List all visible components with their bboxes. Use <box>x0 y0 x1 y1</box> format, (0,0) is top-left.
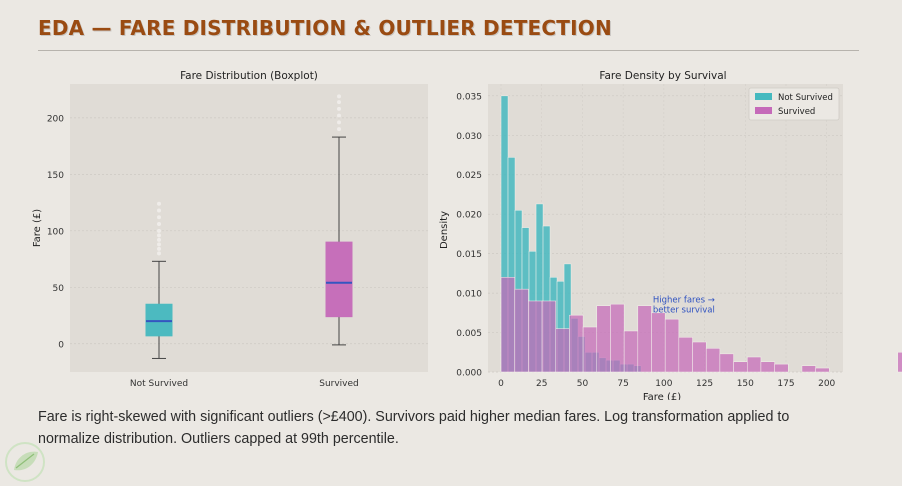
annotation-line-2: better survival <box>653 306 715 316</box>
histogram-bar-survived <box>719 353 734 373</box>
boxplot-outlier-point <box>157 242 161 247</box>
histogram-x-tick-label: 25 <box>536 379 547 389</box>
histogram-bar-survived <box>623 330 639 373</box>
histogram-x-tick-label: 50 <box>577 379 589 389</box>
title-divider <box>38 50 859 51</box>
histogram-bar-survived <box>582 326 598 373</box>
histogram-bar-survived <box>596 305 611 373</box>
histogram-y-axis-label: Density <box>439 211 450 249</box>
boxplot-outlier-point <box>337 100 341 105</box>
histogram-bar-survived <box>760 361 775 373</box>
histogram-x-tick-label: 0 <box>498 379 504 389</box>
boxplot-y-tick-label: 0 <box>58 340 64 350</box>
histogram-title: Fare Density by Survival <box>599 70 726 82</box>
boxplot-outlier-point <box>157 201 161 206</box>
boxplot-y-tick-label: 50 <box>53 284 65 294</box>
boxplot-y-tick-label: 200 <box>47 114 64 124</box>
boxplot-chart: 0 50 100 150 200 Not Survived Survived Fare D… <box>32 70 428 389</box>
legend-label-not-survived: Not Survived <box>778 93 833 103</box>
boxplot-outlier-point <box>337 127 341 132</box>
histogram-x-tick-label: 175 <box>777 379 794 389</box>
legend-swatch-not-survived <box>755 93 772 100</box>
boxplot-y-tick-label: 150 <box>47 171 64 181</box>
boxplot-x-tick-label: Not Survived <box>130 379 188 389</box>
histogram-bar-survived <box>801 365 816 373</box>
histogram-bar-survived <box>692 341 707 373</box>
charts-area: 0 50 100 150 200 Not Survived Survived Fare D… <box>32 70 902 400</box>
slide-caption: Fare is right-skewed with significant ou… <box>38 409 790 447</box>
boxplot-outlier-point <box>337 120 341 125</box>
histogram-x-tick-label: 125 <box>696 379 713 389</box>
histogram-bar-survived <box>569 314 584 373</box>
boxplot-outlier-point <box>337 94 341 99</box>
histogram-bar-survived <box>541 300 556 373</box>
boxplot-plot-area <box>70 84 428 372</box>
histogram-y-tick-label: 0.030 <box>456 132 482 142</box>
annotation-line-1: Higher fares → <box>653 296 715 306</box>
histogram-y-tick-label: 0.010 <box>456 290 482 300</box>
histogram-chart: 0.000 0.005 0.010 0.015 0.020 0.025 0.030 0.035… <box>439 70 902 400</box>
boxplot-box <box>325 241 353 318</box>
histogram-y-tick-label: 0.015 <box>456 250 482 260</box>
histogram-bar-survived <box>500 277 515 373</box>
histogram-bar-survived <box>746 356 762 373</box>
histogram-bar-survived <box>528 300 543 373</box>
histogram-y-tick-label: 0.005 <box>456 329 482 339</box>
boxplot-outlier-point <box>157 233 161 238</box>
histogram-bar-survived <box>705 348 721 373</box>
boxplot-x-tick-label: Survived <box>319 379 359 389</box>
histogram-bar-survived <box>651 312 666 373</box>
legend-swatch-survived <box>755 107 772 114</box>
boxplot-outlier-point <box>157 251 161 256</box>
histogram-y-tick-label: 0.035 <box>456 92 482 102</box>
histogram-y-tick-label: 0.020 <box>456 211 482 221</box>
boxplot-outlier-point <box>157 246 161 251</box>
histogram-y-tick-label: 0.025 <box>456 171 482 181</box>
histogram-bar-survived <box>555 328 570 373</box>
histogram-bar-survived <box>733 361 748 373</box>
slide-title: EDA — FARE DISTRIBUTION & OUTLIER DETECT… <box>38 16 612 40</box>
histogram-x-axis-label: Fare (£) <box>643 392 681 400</box>
histogram-y-tick-label: 0.000 <box>456 369 482 379</box>
boxplot-outlier-point <box>157 215 161 220</box>
histogram-bar-survived <box>774 363 789 373</box>
boxplot-outlier-point <box>157 208 161 213</box>
histogram-bar-survived <box>664 318 680 373</box>
boxplot-outlier-point <box>337 106 341 111</box>
histogram-x-tick-label: 75 <box>617 379 628 389</box>
histogram-x-tick-label: 100 <box>655 379 672 389</box>
legend-label-survived: Survived <box>778 107 815 117</box>
histogram-x-tick-label: 150 <box>737 379 754 389</box>
histogram-legend: Not Survived Survived <box>748 87 840 121</box>
histogram-x-tick-label: 200 <box>818 379 835 389</box>
boxplot-outlier-point <box>157 222 161 227</box>
watermark-leaf-logo <box>5 442 45 482</box>
boxplot-outlier-point <box>157 228 161 233</box>
histogram-bar-survived <box>897 352 902 373</box>
histogram-bar-survived <box>514 288 529 373</box>
histogram-bar-survived <box>637 305 652 373</box>
histogram-bar-survived <box>678 337 693 373</box>
boxplot-box <box>145 303 173 337</box>
boxplot-title: Fare Distribution (Boxplot) <box>180 70 318 82</box>
boxplot-y-axis-label: Fare (£) <box>32 209 43 247</box>
boxplot-y-tick-label: 100 <box>47 227 64 237</box>
histogram-bar-survived <box>610 303 625 373</box>
histogram-bar-survived <box>815 367 830 373</box>
boxplot-outlier-point <box>157 237 161 242</box>
boxplot-outlier-point <box>337 113 341 118</box>
